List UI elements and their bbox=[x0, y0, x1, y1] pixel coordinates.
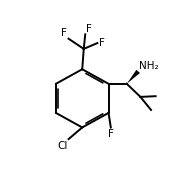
Polygon shape bbox=[127, 70, 140, 84]
Text: F: F bbox=[86, 24, 92, 34]
Text: F: F bbox=[108, 129, 114, 139]
Text: NH₂: NH₂ bbox=[139, 61, 159, 71]
Text: F: F bbox=[61, 28, 67, 38]
Text: F: F bbox=[99, 38, 105, 48]
Text: Cl: Cl bbox=[57, 141, 68, 151]
